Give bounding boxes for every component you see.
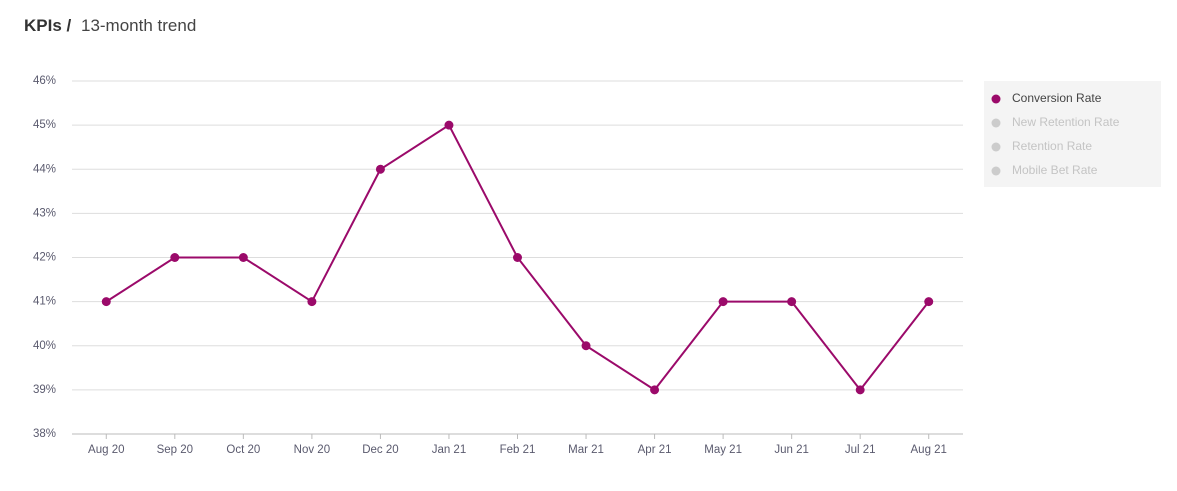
legend-label: Mobile Bet Rate xyxy=(1012,163,1098,177)
y-tick-label: 42% xyxy=(33,252,56,264)
data-point xyxy=(307,297,317,307)
legend-box xyxy=(984,81,1161,187)
data-point xyxy=(718,297,728,307)
data-point xyxy=(238,253,248,262)
x-tick-label: Mar 21 xyxy=(568,444,604,456)
legend-marker xyxy=(991,118,1001,128)
y-tick-label: 38% xyxy=(33,428,56,440)
x-tick-label: May 21 xyxy=(704,444,742,456)
chart-title-wrap: KPIs / 13-month trend xyxy=(24,16,196,35)
legend-marker xyxy=(991,166,1001,176)
x-tick-label: Apr 21 xyxy=(638,444,672,456)
chart-title: KPIs / xyxy=(24,16,72,35)
y-tick-label: 41% xyxy=(33,296,56,308)
x-tick-label: Aug 20 xyxy=(88,444,124,456)
data-point xyxy=(855,385,865,395)
legend-label: New Retention Rate xyxy=(1012,115,1120,129)
data-point xyxy=(444,120,454,130)
legend-label: Conversion Rate xyxy=(1012,91,1102,105)
data-point xyxy=(650,385,660,395)
data-point xyxy=(787,297,797,307)
x-tick-label: Dec 20 xyxy=(362,444,398,456)
data-point xyxy=(101,297,111,307)
x-tick-label: Jun 21 xyxy=(774,444,809,456)
legend-label: Retention Rate xyxy=(1012,139,1092,153)
data-point xyxy=(375,164,385,174)
x-tick-label: Jul 21 xyxy=(845,444,876,456)
chart-subtitle: 13-month trend xyxy=(81,16,196,35)
data-point xyxy=(513,253,522,262)
data-point xyxy=(924,297,934,307)
x-tick-label: Sep 20 xyxy=(157,444,193,456)
x-tick-label: Jan 21 xyxy=(432,444,467,456)
x-tick-label: Aug 21 xyxy=(911,444,947,456)
data-point xyxy=(581,341,591,351)
y-tick-label: 45% xyxy=(33,119,56,131)
x-tick-label: Nov 20 xyxy=(294,444,330,456)
x-tick-label: Feb 21 xyxy=(500,444,536,456)
y-tick-label: 44% xyxy=(33,163,56,175)
data-point xyxy=(170,253,180,262)
y-tick-label: 46% xyxy=(33,75,56,87)
x-tick-label: Oct 20 xyxy=(226,444,260,456)
y-tick-label: 43% xyxy=(33,207,56,219)
legend-marker xyxy=(991,94,1001,104)
y-tick-label: 40% xyxy=(33,340,56,352)
legend-marker xyxy=(991,142,1001,152)
y-tick-label: 39% xyxy=(33,384,56,396)
